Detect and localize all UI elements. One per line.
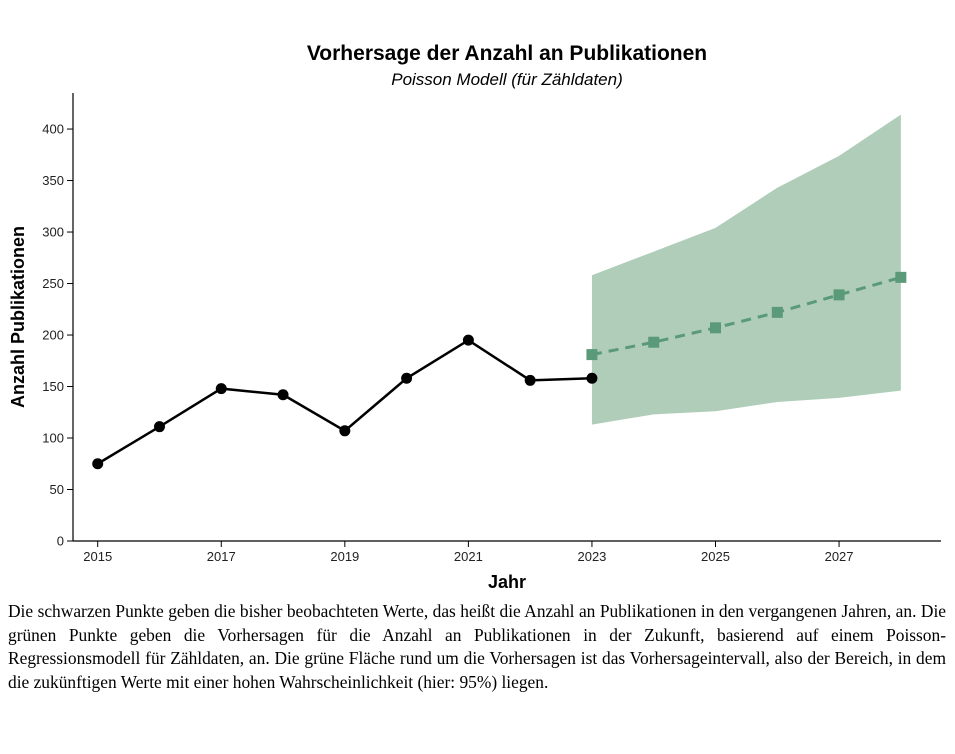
forecast-point [710,322,722,334]
observed-line [97,338,592,465]
observed-point [586,372,598,384]
x-tick-label: 2019 [330,549,359,564]
chart-subtitle: Poisson Modell (für Zähldaten) [391,70,623,89]
prediction-interval-layer [591,114,901,425]
forecast-series-layer [586,271,907,361]
y-tick-label: 250 [42,276,64,291]
prediction-interval-band [591,114,901,425]
observed-series-layer [92,334,598,470]
observed-point [153,421,165,433]
observed-point [462,334,474,346]
forecast-point [833,289,845,301]
x-axis-title: Jahr [488,572,526,592]
y-tick-label: 350 [42,173,64,188]
x-tick-label: 2015 [83,549,112,564]
chart-title: Vorhersage der Anzahl an Publikationen [307,42,707,65]
forecast-point [895,271,907,283]
observed-point [92,458,104,470]
x-tick-label: 2023 [577,549,606,564]
y-tick-label: 150 [42,379,64,394]
y-axis-title: Anzahl Publikationen [8,226,28,408]
forecast-point [586,349,598,361]
y-tick-label: 200 [42,328,64,343]
chart-caption: Die schwarzen Punkte geben die bisher be… [8,601,946,692]
observed-point [339,425,351,437]
forecast-point [648,336,660,348]
observed-point [401,372,413,384]
observed-point [277,389,289,401]
x-tick-label: 2021 [454,549,483,564]
y-tick-label: 0 [57,534,64,549]
x-tick-label: 2017 [207,549,236,564]
x-tick-label: 2027 [825,549,854,564]
observed-point [524,374,536,386]
axes: 0 50 100 150 200 250 300 350 400 2015 2017 2019 2021… [42,93,941,564]
y-tick-label: 400 [42,122,64,137]
y-tick-label: 300 [42,225,64,240]
forecast-point [771,306,783,318]
x-tick-label: 2025 [701,549,730,564]
forecast-chart: Vorhersage der Anzahl an Publikationen P… [8,42,941,592]
observed-point [215,383,227,395]
forecast-line [591,275,902,357]
y-tick-label: 100 [42,431,64,446]
y-tick-label: 50 [50,482,64,497]
